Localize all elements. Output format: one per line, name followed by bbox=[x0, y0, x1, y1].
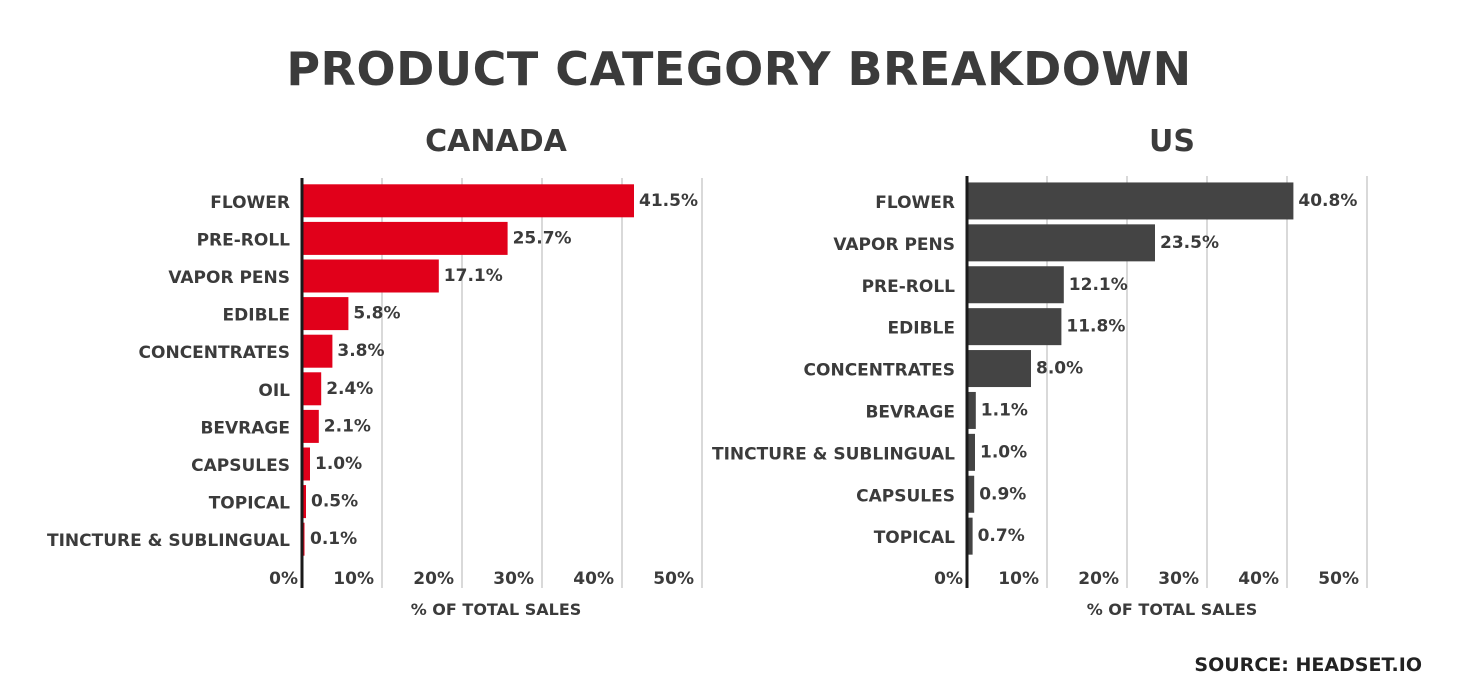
us-category-label: TOPICAL bbox=[874, 528, 955, 548]
canada-tick-label: 0% bbox=[269, 569, 298, 589]
us-value-label: 0.9% bbox=[979, 484, 1026, 504]
source-credit: SOURCE: HEADSET.IO bbox=[1194, 654, 1422, 676]
us-value-label: 40.8% bbox=[1298, 191, 1357, 211]
canada-bar bbox=[302, 447, 310, 481]
us-bar bbox=[967, 350, 1031, 388]
canada-category-label: OIL bbox=[258, 381, 290, 401]
canada-bar bbox=[302, 259, 439, 293]
us-bar bbox=[967, 224, 1155, 262]
us-tick-label: 20% bbox=[1078, 569, 1119, 589]
us-bar bbox=[967, 266, 1064, 304]
us-tick-label: 10% bbox=[998, 569, 1039, 589]
us-x-axis-label: % OF TOTAL SALES bbox=[1087, 600, 1258, 619]
us-bar bbox=[967, 391, 976, 429]
canada-tick-label: 20% bbox=[413, 569, 454, 589]
canada-value-label: 25.7% bbox=[513, 228, 572, 248]
us-value-label: 12.1% bbox=[1069, 275, 1128, 295]
us-bar bbox=[967, 475, 975, 513]
us-bar bbox=[967, 182, 1294, 220]
us-tick-label: 50% bbox=[1318, 569, 1359, 589]
us-category-label: FLOWER bbox=[875, 193, 955, 213]
canada-value-label: 1.0% bbox=[315, 454, 362, 474]
us-tick-label: 30% bbox=[1158, 569, 1199, 589]
canada-value-label: 2.4% bbox=[326, 379, 373, 399]
us-value-label: 11.8% bbox=[1066, 317, 1125, 337]
us-category-label: VAPOR PENS bbox=[833, 235, 955, 255]
us-category-label: BEVRAGE bbox=[865, 402, 955, 422]
canada-category-label: FLOWER bbox=[210, 193, 290, 213]
us-value-label: 0.7% bbox=[978, 526, 1025, 546]
us-category-label: TINCTURE & SUBLINGUAL bbox=[712, 444, 955, 464]
us-category-label: EDIBLE bbox=[888, 319, 955, 339]
canada-category-label: TINCTURE & SUBLINGUAL bbox=[47, 531, 290, 551]
canada-x-axis-label: % OF TOTAL SALES bbox=[411, 600, 582, 619]
canada-bar bbox=[302, 297, 349, 331]
canada-tick-label: 30% bbox=[493, 569, 534, 589]
us-tick-label: 0% bbox=[934, 569, 963, 589]
chart-title-us: US bbox=[1149, 124, 1195, 159]
canada-category-label: CAPSULES bbox=[191, 456, 290, 476]
us-category-label: CAPSULES bbox=[856, 486, 955, 506]
canada-value-label: 17.1% bbox=[444, 266, 503, 286]
canada-bar bbox=[302, 334, 333, 368]
canada-tick-label: 10% bbox=[333, 569, 374, 589]
canada-bar bbox=[302, 184, 634, 218]
canada-category-label: TOPICAL bbox=[209, 494, 290, 514]
canada-value-label: 3.8% bbox=[337, 341, 384, 361]
us-value-label: 8.0% bbox=[1036, 359, 1083, 379]
canada-bar bbox=[302, 372, 322, 406]
canada-category-label: CONCENTRATES bbox=[139, 343, 290, 363]
us-bar bbox=[967, 308, 1062, 346]
us-value-label: 1.0% bbox=[980, 442, 1027, 462]
chart-title-canada: CANADA bbox=[425, 124, 567, 159]
canada-category-label: PRE-ROLL bbox=[197, 230, 291, 250]
page-title: PRODUCT CATEGORY BREAKDOWN bbox=[286, 42, 1192, 96]
canada-tick-label: 50% bbox=[653, 569, 694, 589]
canada-bar bbox=[302, 221, 508, 255]
canada-tick-label: 40% bbox=[573, 569, 614, 589]
us-bar bbox=[967, 517, 973, 555]
canada-value-label: 41.5% bbox=[639, 191, 698, 211]
canada-value-label: 5.8% bbox=[353, 304, 400, 324]
us-value-label: 23.5% bbox=[1160, 233, 1219, 253]
canada-value-label: 0.5% bbox=[311, 492, 358, 512]
us-value-label: 1.1% bbox=[981, 400, 1028, 420]
canada-category-label: EDIBLE bbox=[223, 306, 290, 326]
us-category-label: PRE-ROLL bbox=[862, 277, 956, 297]
canada-category-label: VAPOR PENS bbox=[168, 268, 290, 288]
canada-category-label: BEVRAGE bbox=[200, 418, 290, 438]
us-bar bbox=[967, 433, 975, 471]
canada-bar bbox=[302, 409, 319, 443]
us-category-label: CONCENTRATES bbox=[804, 361, 955, 381]
canada-bar bbox=[302, 485, 306, 519]
canada-value-label: 0.1% bbox=[310, 529, 357, 549]
canada-value-label: 2.1% bbox=[324, 416, 371, 436]
us-tick-label: 40% bbox=[1238, 569, 1279, 589]
